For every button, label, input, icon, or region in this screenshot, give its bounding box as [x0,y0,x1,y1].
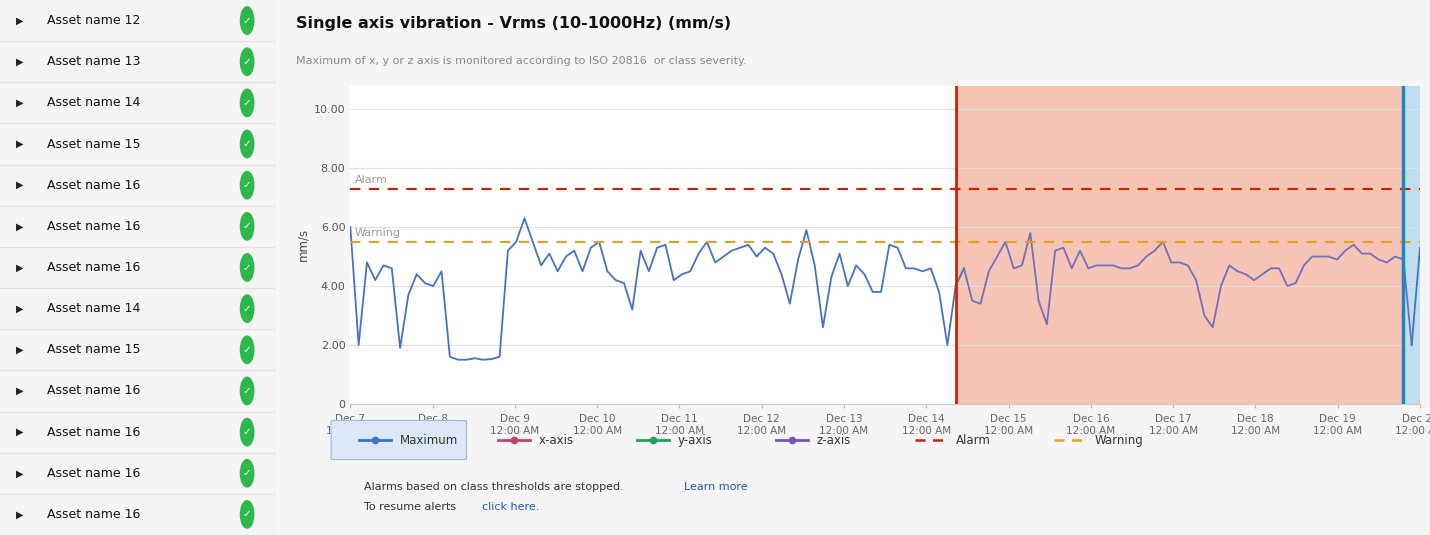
Text: Asset name 14: Asset name 14 [47,302,140,315]
Text: Warning: Warning [355,228,400,238]
Y-axis label: mm/s: mm/s [296,228,310,261]
Bar [955,86,1403,404]
Text: To resume alerts: To resume alerts [363,502,459,513]
Text: ▶: ▶ [16,386,23,396]
Text: ✓: ✓ [243,345,252,355]
Circle shape [240,459,255,488]
Circle shape [240,253,255,282]
Text: Asset name 16: Asset name 16 [47,179,140,192]
Text: ✓: ✓ [243,509,252,519]
Bar [1403,86,1420,404]
Text: z-axis: z-axis [817,433,851,447]
Text: ▶: ▶ [16,304,23,314]
Text: ▶: ▶ [16,180,23,190]
Text: Asset name 14: Asset name 14 [47,96,140,109]
Text: Alarms based on class thresholds are stopped.: Alarms based on class thresholds are sto… [363,482,626,492]
Text: ▶: ▶ [16,509,23,519]
Text: ✓: ✓ [243,16,252,26]
Circle shape [240,171,255,200]
Text: ✓: ✓ [243,180,252,190]
Text: Alarm: Alarm [355,175,388,185]
Text: ✓: ✓ [243,304,252,314]
Text: ▶: ▶ [16,221,23,231]
Text: Asset name 12: Asset name 12 [47,14,140,27]
Text: ✓: ✓ [243,263,252,272]
Circle shape [240,294,255,323]
Text: ▶: ▶ [16,345,23,355]
Circle shape [240,418,255,447]
Text: ▶: ▶ [16,57,23,67]
Text: ▶: ▶ [16,98,23,108]
Text: Asset name 16: Asset name 16 [47,385,140,398]
Text: Asset name 15: Asset name 15 [47,343,140,356]
Text: Asset name 13: Asset name 13 [47,55,140,68]
Text: ✓: ✓ [243,57,252,67]
Text: Asset name 16: Asset name 16 [47,261,140,274]
Text: ✓: ✓ [243,221,252,231]
Text: ▶: ▶ [16,16,23,26]
Circle shape [240,129,255,158]
Text: Warning: Warning [1095,433,1144,447]
Circle shape [240,47,255,76]
Text: ▶: ▶ [16,468,23,478]
Text: Alarm: Alarm [955,433,991,447]
Circle shape [240,88,255,117]
Text: Maximum of x, y or z axis is monitored according to ISO 20816  or class severity: Maximum of x, y or z axis is monitored a… [296,56,746,66]
Text: Asset name 16: Asset name 16 [47,467,140,480]
Text: ✓: ✓ [243,427,252,437]
Text: ✓: ✓ [243,139,252,149]
Circle shape [240,212,255,241]
Text: ▶: ▶ [16,263,23,272]
Text: Asset name 16: Asset name 16 [47,220,140,233]
Text: Asset name 15: Asset name 15 [47,137,140,150]
Text: Asset name 16: Asset name 16 [47,426,140,439]
Text: Maximum: Maximum [399,433,458,447]
Circle shape [240,377,255,406]
FancyBboxPatch shape [332,421,466,460]
Text: y-axis: y-axis [678,433,712,447]
Circle shape [240,500,255,529]
Text: click here.: click here. [482,502,539,513]
Text: Asset name 16: Asset name 16 [47,508,140,521]
Circle shape [240,335,255,364]
Text: Learn more: Learn more [684,482,746,492]
Text: ▶: ▶ [16,427,23,437]
Text: ▶: ▶ [16,139,23,149]
Text: x-axis: x-axis [539,433,573,447]
Circle shape [240,6,255,35]
Text: Single axis vibration - Vrms (10-1000Hz) (mm/s): Single axis vibration - Vrms (10-1000Hz)… [296,16,731,31]
Text: ✓: ✓ [243,98,252,108]
Text: ✓: ✓ [243,386,252,396]
Text: ✓: ✓ [243,468,252,478]
